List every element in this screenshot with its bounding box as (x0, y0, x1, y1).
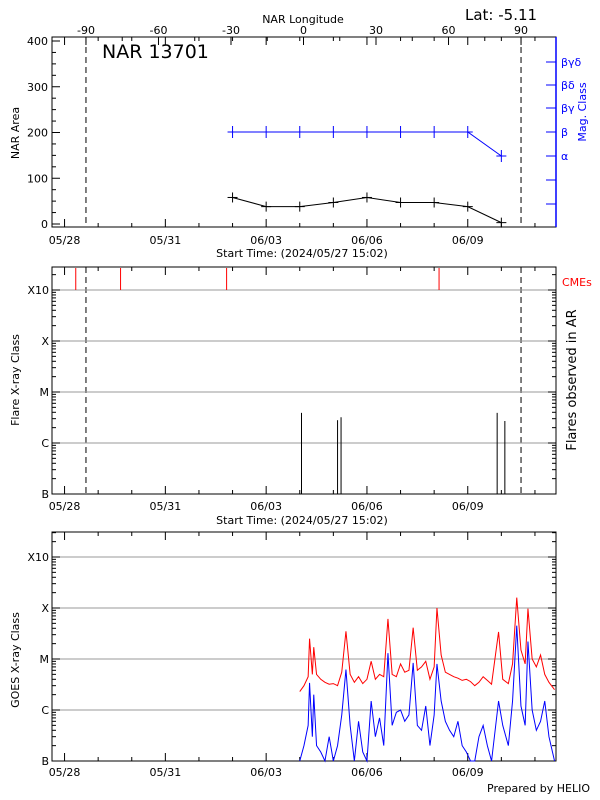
panel3-ylabel: GOES X-ray Class (9, 612, 22, 708)
x-tick-label: 06/06 (351, 500, 383, 513)
y-tick-label: 100 (27, 172, 48, 185)
x-tick-label: 05/28 (49, 234, 81, 247)
mag-class-tick-label: βγ (561, 102, 575, 115)
x-tick-label: 06/03 (250, 500, 282, 513)
panel2-ylabel: Flare X-ray Class (9, 334, 22, 426)
longitude-tick-label: -90 (77, 24, 95, 37)
longitude-tick-label: -30 (222, 24, 240, 37)
x-tick-label: 05/28 (49, 500, 81, 513)
class-tick-label: C (41, 704, 49, 717)
mag-class-tick-label: βγδ (561, 56, 582, 69)
x-tick-label: 06/03 (250, 234, 282, 247)
y-tick-label: 300 (27, 81, 48, 94)
class-tick-label: M (40, 386, 50, 399)
x-tick-label: 05/31 (150, 500, 182, 513)
class-tick-label: M (40, 653, 50, 666)
class-tick-label: X (41, 335, 49, 348)
panel1-xlabel: Start Time: (2024/05/27 15:02) (216, 247, 388, 260)
mag-class-tick-label: βδ (561, 79, 575, 92)
class-tick-label: B (41, 488, 49, 501)
flares-observed-label: Flares observed in AR (565, 309, 580, 450)
x-tick-label: 06/09 (452, 500, 484, 513)
x-tick-label: 06/09 (452, 766, 484, 779)
y-tick-label: 400 (27, 35, 48, 48)
x-tick-label: 06/09 (452, 234, 484, 247)
x-tick-label: 05/28 (49, 766, 81, 779)
x-tick-label: 05/31 (150, 234, 182, 247)
longitude-tick-label: 90 (514, 24, 528, 37)
latitude-annotation: Lat: -5.11 (465, 6, 537, 24)
footer-credit: Prepared by HELIO (487, 782, 590, 795)
longitude-tick-label: 0 (300, 24, 307, 37)
panel3-frame (51, 531, 557, 762)
region-title: NAR 13701 (102, 41, 209, 63)
y-tick-label: 0 (41, 218, 48, 231)
panel2-xlabel: Start Time: (2024/05/27 15:02) (216, 514, 388, 527)
x-tick-label: 06/06 (351, 766, 383, 779)
longitude-tick-label: 30 (369, 24, 383, 37)
x-tick-label: 06/06 (351, 234, 383, 247)
top-axis-label: NAR Longitude (262, 13, 344, 26)
class-tick-label: X10 (27, 551, 49, 564)
cme-label: CMEs (562, 276, 592, 289)
class-tick-label: X (41, 602, 49, 615)
panel1-ylabel: NAR Area (9, 107, 22, 159)
panel2-frame (51, 266, 557, 495)
mag-class-label: Mag. Class (576, 82, 589, 141)
mag-class-tick-label: α (561, 150, 568, 163)
class-tick-label: B (41, 755, 49, 768)
mag-class-tick-label: β (561, 126, 568, 139)
x-tick-label: 05/31 (150, 766, 182, 779)
x-tick-label: 06/03 (250, 766, 282, 779)
longitude-tick-label: -60 (149, 24, 167, 37)
class-tick-label: X10 (27, 284, 49, 297)
y-tick-label: 200 (27, 127, 48, 140)
goes-long-channel-line (299, 597, 555, 692)
goes-short-channel-line (299, 625, 556, 763)
class-tick-label: C (41, 437, 49, 450)
longitude-tick-label: 60 (442, 24, 456, 37)
